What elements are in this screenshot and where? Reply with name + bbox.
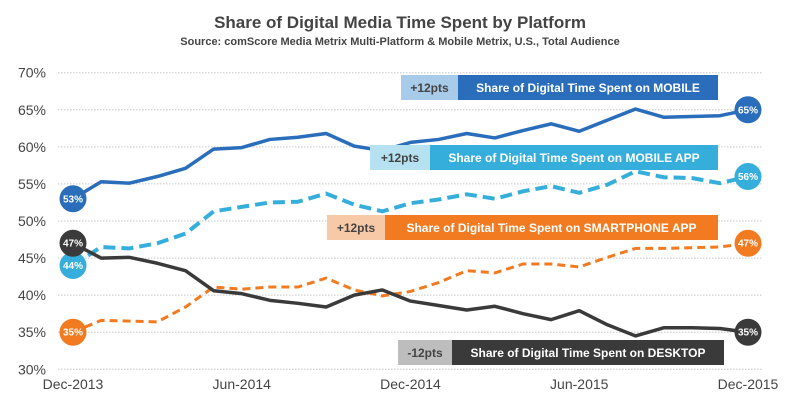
chart-title: Share of Digital Media Time Spent by Pla… [214,13,586,32]
y-tick-label: 50% [18,213,46,229]
x-tick-label: Dec-2013 [43,376,104,392]
series-label-mobile_app: Share of Digital Time Spent on MOBILE AP… [448,151,699,165]
data-label-smartphone_app: 35% [63,328,83,339]
endpoint-marker-mobile [59,185,87,213]
y-tick-label: 30% [18,361,46,377]
x-tick-label: Dec-2015 [718,376,779,392]
y-tick-label: 40% [18,287,46,303]
series-line-desktop [72,241,749,338]
y-tick-label: 45% [18,250,46,266]
change-box-mobile_app [370,145,430,170]
data-label-smartphone_app: 47% [738,239,758,250]
legend-box-desktop [452,340,724,365]
series-label-mobile: Share of Digital Time Spent on MOBILE [476,81,700,95]
y-tick-label: 65% [18,102,46,118]
change-box-desktop [398,340,452,365]
endpoint-marker-mobile [734,96,762,124]
x-tick-label: Jun-2015 [550,376,609,392]
endpoint-marker-desktop [59,229,87,257]
legend-box-mobile [458,75,718,100]
chart-subtitle: Source: comScore Media Metrix Multi-Plat… [180,36,619,48]
change-label-mobile: +12pts [410,81,449,95]
series-label-smartphone_app: Share of Digital Time Spent on SMARTPHON… [406,221,696,235]
endpoint-marker-smartphone_app [734,229,762,257]
change-label-mobile_app: +12pts [381,151,420,165]
change-box-smartphone_app [327,215,385,240]
legend-box-smartphone_app [385,215,718,240]
endpoint-marker-mobile_app [59,251,87,279]
data-label-desktop: 35% [738,328,758,339]
change-label-smartphone_app: +12pts [337,221,376,235]
data-label-mobile: 65% [738,105,758,116]
change-box-mobile [401,75,458,100]
endpoint-marker-smartphone_app [59,318,87,346]
data-label-desktop: 47% [63,239,83,250]
legend-box-mobile_app [430,145,718,170]
series-label-desktop: Share of Digital Time Spent on DESKTOP [471,346,706,360]
endpoint-marker-desktop [734,318,762,346]
series-line-smartphone_app [72,241,749,334]
data-label-mobile_app: 56% [738,172,758,183]
y-tick-label: 55% [18,176,46,192]
y-tick-label: 35% [18,324,46,340]
change-label-desktop: -12pts [407,346,443,360]
data-label-mobile_app: 44% [63,261,83,272]
y-tick-label: 60% [18,139,46,155]
endpoint-marker-mobile_app [734,163,762,191]
data-label-mobile: 53% [63,194,83,205]
y-tick-label: 70% [18,65,46,81]
x-tick-label: Jun-2014 [213,376,272,392]
x-tick-label: Dec-2014 [380,376,441,392]
